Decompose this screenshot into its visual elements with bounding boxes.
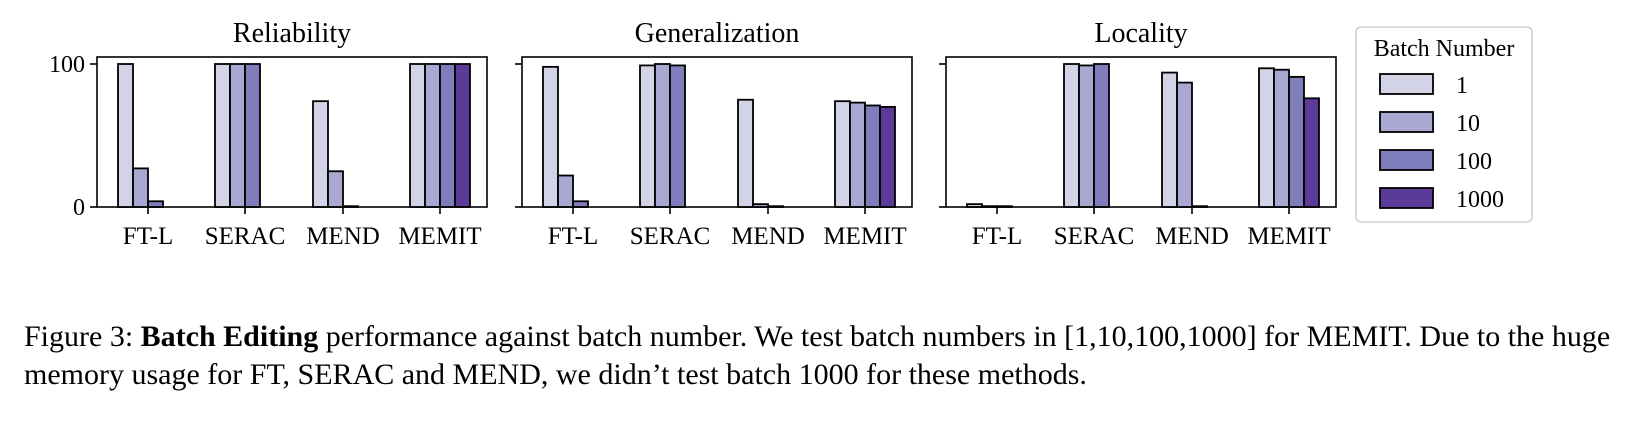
legend-swatch-1 (1379, 73, 1434, 95)
legend: Batch Number 1 10 100 1000 (1355, 26, 1533, 223)
panel-locality: Locality FT-L SERAC MEND MEMIT (939, 18, 1337, 250)
x-tick-label: FT-L (123, 223, 173, 250)
x-tick-label: MEND (306, 223, 380, 250)
bar-serac-100 (244, 63, 261, 208)
bar-mend-100 (767, 205, 784, 208)
x-tick-label: MEMIT (1247, 223, 1330, 250)
bar-ft-l-10 (132, 167, 149, 208)
legend-title: Batch Number (1374, 36, 1515, 62)
bar-memit-1000 (454, 63, 471, 208)
panel-title: Reliability (233, 18, 351, 49)
bar-serac-100 (1093, 63, 1110, 208)
bar-mend-10 (752, 203, 769, 208)
legend-label-1000: 1000 (1456, 187, 1504, 213)
bar-serac-100 (669, 64, 686, 208)
bar-ft-l-1 (966, 203, 983, 208)
plot-frame (96, 56, 488, 208)
bar-memit-100 (439, 63, 456, 208)
bar-memit-100 (864, 104, 881, 208)
bar-memit-10 (1273, 68, 1290, 208)
panel-generalization: Generalization FT-L SERAC MEND MEMIT (515, 18, 913, 250)
bar-memit-1 (834, 100, 851, 208)
bar-memit-10 (424, 63, 441, 208)
bar-serac-1 (214, 63, 231, 208)
bar-memit-1000 (879, 106, 896, 208)
bar-ft-l-100 (572, 200, 589, 208)
bar-mend-1 (312, 100, 329, 208)
x-tick-label: MEND (1155, 223, 1229, 250)
legend-swatch-100 (1379, 149, 1434, 171)
bar-mend-10 (1176, 81, 1193, 208)
bar-ft-l-1 (542, 65, 559, 208)
bar-ft-l-1 (117, 63, 134, 208)
panel-title: Locality (1094, 18, 1187, 49)
bar-memit-1 (409, 63, 426, 208)
figure-caption: Figure 3: Batch Editing performance agai… (24, 318, 1634, 394)
x-tick-label: MEMIT (823, 223, 906, 250)
legend-swatch-1000 (1379, 187, 1434, 209)
x-tick-label: FT-L (972, 223, 1022, 250)
bar-ft-l-100 (147, 200, 164, 208)
caption-bold: Batch Editing (140, 320, 319, 353)
caption-prefix: Figure 3: (24, 320, 141, 353)
bar-memit-1 (1258, 67, 1275, 208)
y-tick-label: 0 (73, 195, 85, 221)
caption-text: performance against batch number. We tes… (24, 320, 1611, 391)
bar-memit-10 (849, 101, 866, 208)
legend-label-10: 10 (1456, 111, 1480, 137)
bar-memit-100 (1288, 75, 1305, 208)
bar-serac-1 (1063, 63, 1080, 208)
bar-mend-100 (342, 205, 359, 208)
y-tick-label: 100 (49, 52, 85, 78)
bar-ft-l-10 (557, 174, 574, 208)
legend-label-100: 100 (1456, 149, 1492, 175)
panel-title: Generalization (635, 18, 800, 49)
legend-label-1: 1 (1456, 73, 1468, 99)
legend-swatch-10 (1379, 111, 1434, 133)
bar-mend-1 (1161, 71, 1178, 208)
x-tick-label: SERAC (1054, 223, 1135, 250)
x-tick-label: MEMIT (398, 223, 481, 250)
x-tick-label: SERAC (630, 223, 711, 250)
bar-ft-l-10 (981, 205, 998, 208)
bar-mend-1 (737, 98, 754, 208)
bar-serac-10 (229, 63, 246, 208)
bar-serac-1 (639, 64, 656, 208)
bar-mend-10 (327, 170, 344, 208)
x-tick-label: SERAC (205, 223, 286, 250)
bar-mend-100 (1191, 205, 1208, 208)
x-tick-label: MEND (731, 223, 805, 250)
plot-frame (521, 56, 913, 208)
bar-serac-10 (654, 63, 671, 208)
x-tick-label: FT-L (548, 223, 598, 250)
bar-ft-l-100 (996, 205, 1013, 208)
plot-frame (945, 56, 1337, 208)
bar-memit-1000 (1303, 97, 1320, 208)
bar-serac-10 (1078, 64, 1095, 208)
panel-reliability: Reliability 0 100 FT-L SERAC MEND MEMIT (49, 18, 488, 250)
